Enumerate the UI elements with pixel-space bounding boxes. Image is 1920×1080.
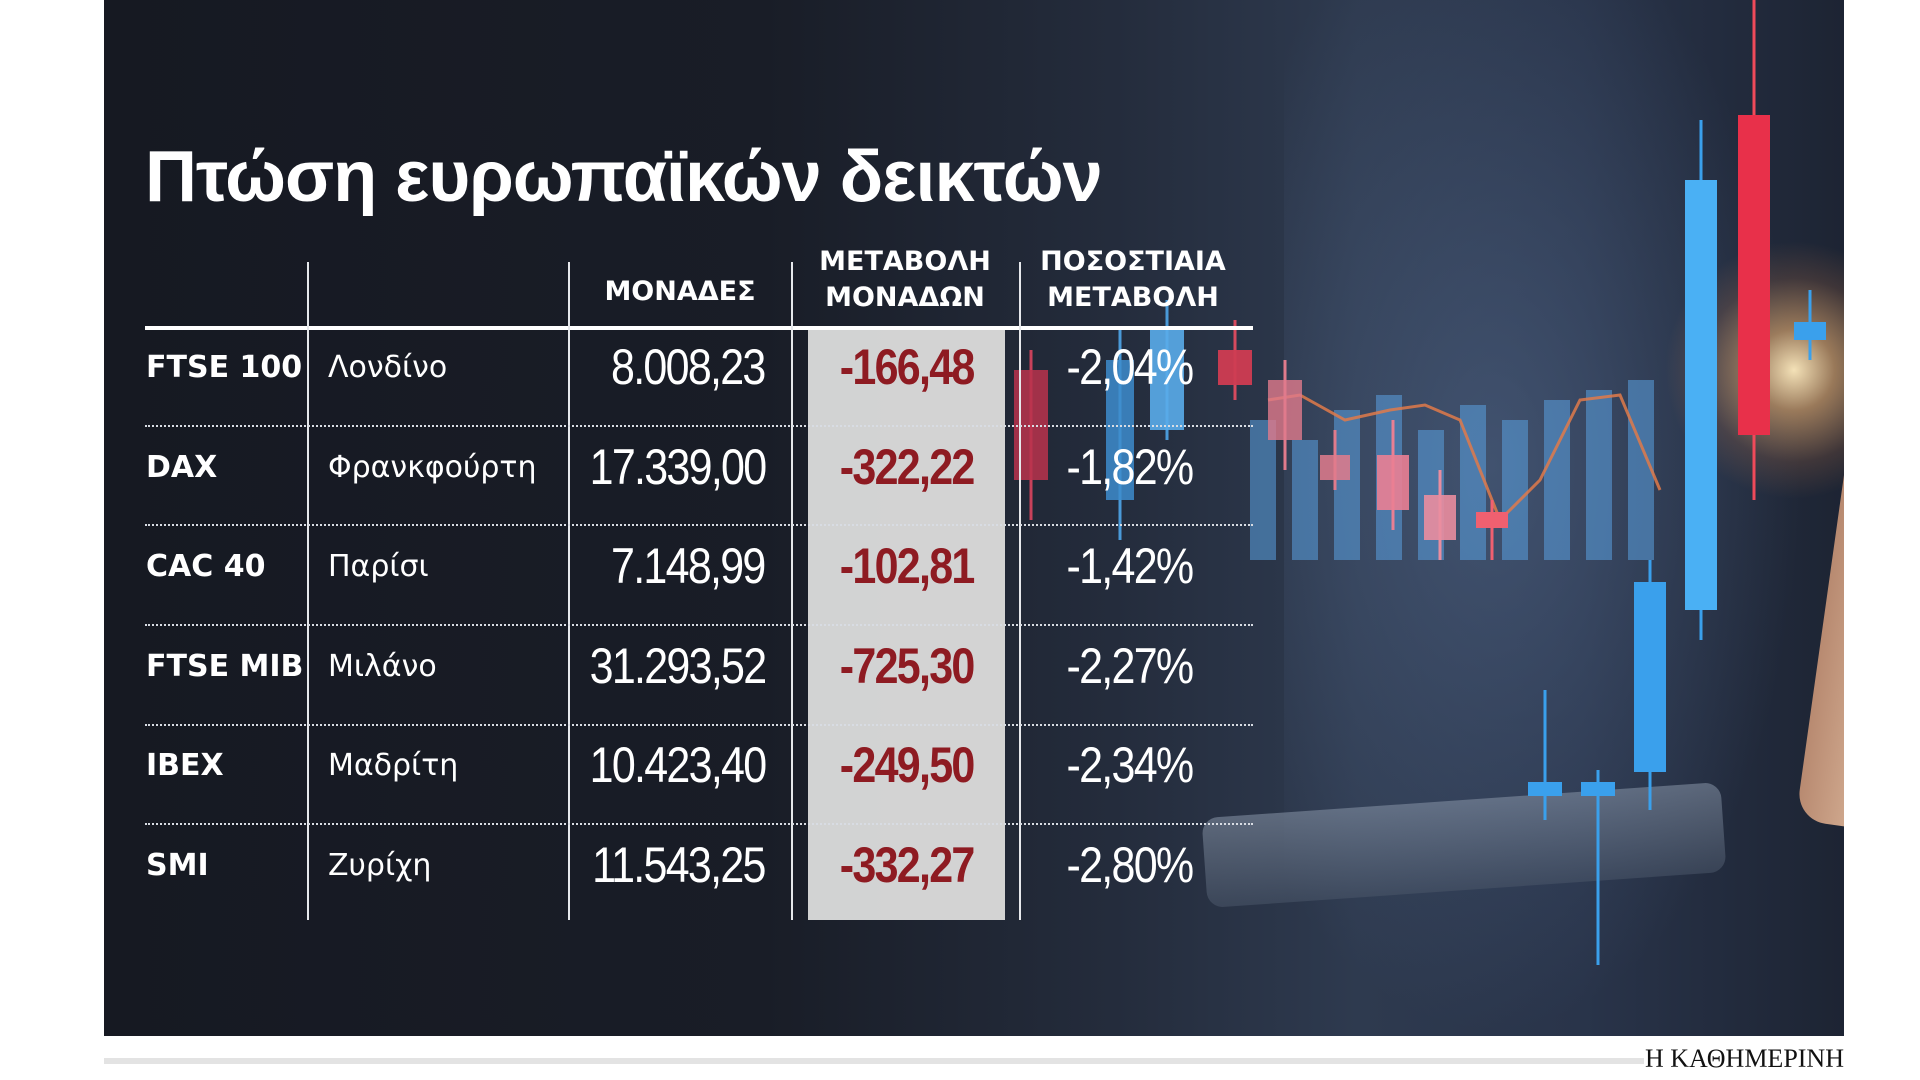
- candle: [1377, 455, 1409, 510]
- bg-bar: [1544, 400, 1570, 560]
- candle: [1218, 350, 1252, 385]
- index-change-points: -332,27: [840, 837, 976, 893]
- candle: [1106, 360, 1134, 500]
- candle: [1794, 322, 1826, 340]
- index-code: SMI: [146, 848, 209, 883]
- header-change: ΜΕΤΑΒΟΛΗ ΜΟΝΑΔΩΝ: [800, 244, 1010, 316]
- index-city: Μαδρίτη: [328, 748, 459, 783]
- bg-bar: [1586, 390, 1612, 560]
- candle: [1581, 782, 1615, 796]
- bg-bar: [1250, 420, 1276, 560]
- index-change-percent: -2,80%: [1066, 837, 1194, 893]
- candle: [1268, 380, 1302, 440]
- header-rule: [145, 326, 1253, 330]
- index-city: Μιλάνο: [328, 649, 437, 684]
- header-change-line2: ΜΟΝΑΔΩΝ: [825, 282, 985, 313]
- candle: [1150, 330, 1184, 430]
- index-change-points: -249,50: [840, 737, 976, 793]
- index-points: 17.339,00: [589, 439, 767, 495]
- header-pct: ΠΟΣΟΣΤΙΑΙΑ ΜΕΤΑΒΟΛΗ: [1022, 244, 1244, 316]
- index-city: Λονδίνο: [328, 350, 448, 385]
- index-points: 8.008,23: [611, 339, 766, 395]
- candle: [1320, 455, 1350, 480]
- index-change-percent: -2,34%: [1066, 737, 1194, 793]
- bg-bar: [1292, 440, 1318, 560]
- index-code: DAX: [146, 450, 218, 485]
- index-points: 31.293,52: [589, 638, 767, 694]
- index-change-percent: -1,42%: [1066, 538, 1194, 594]
- row-divider: [145, 524, 1253, 526]
- index-points: 10.423,40: [589, 737, 767, 793]
- header-points: ΜΟΝΑΔΕΣ: [604, 276, 756, 307]
- bg-bar: [1628, 380, 1654, 560]
- candle: [1476, 512, 1508, 528]
- index-change-percent: -2,27%: [1066, 638, 1194, 694]
- index-change-points: -102,81: [840, 538, 976, 594]
- row-divider: [145, 724, 1253, 726]
- row-divider: [145, 425, 1253, 427]
- index-points: 11.543,25: [592, 837, 766, 893]
- index-change-points: -166,48: [840, 339, 976, 395]
- header-change-line1: ΜΕΤΑΒΟΛΗ: [819, 246, 991, 277]
- footer-bar: [104, 1058, 1644, 1064]
- index-city: Παρίσι: [328, 549, 429, 584]
- candle: [1685, 180, 1717, 610]
- bg-bar: [1334, 410, 1360, 560]
- index-points: 7.148,99: [611, 538, 766, 594]
- header-pct-line2: ΜΕΤΑΒΟΛΗ: [1047, 282, 1219, 313]
- index-change-points: -725,30: [840, 638, 976, 694]
- index-change-points: -322,22: [840, 439, 976, 495]
- index-code: CAC 40: [146, 549, 266, 584]
- index-change-percent: -2,04%: [1066, 339, 1194, 395]
- row-divider: [145, 624, 1253, 626]
- row-divider: [145, 823, 1253, 825]
- index-change-percent: -1,82%: [1066, 439, 1194, 495]
- candle: [1424, 495, 1456, 540]
- column-divider: [568, 262, 570, 920]
- publisher-logo: Η ΚΑΘΗΜΕΡΙΝΗ: [1645, 1044, 1844, 1073]
- candle: [1738, 115, 1770, 435]
- column-divider: [307, 262, 309, 920]
- trend-line: [1267, 393, 1662, 523]
- column-divider: [791, 262, 793, 920]
- chart-title: Πτώση ευρωπαϊκών δεικτών: [145, 137, 1103, 217]
- index-city: Ζυρίχη: [328, 848, 432, 883]
- index-code: FTSE MIB: [146, 649, 304, 684]
- candle: [1634, 582, 1666, 772]
- index-code: IBEX: [146, 748, 224, 783]
- header-pct-line1: ΠΟΣΟΣΤΙΑΙΑ: [1040, 246, 1226, 277]
- bg-bar: [1502, 420, 1528, 560]
- index-city: Φρανκφούρτη: [328, 450, 537, 485]
- index-code: FTSE 100: [146, 350, 303, 385]
- column-divider: [1019, 262, 1021, 920]
- candle: [1528, 782, 1562, 796]
